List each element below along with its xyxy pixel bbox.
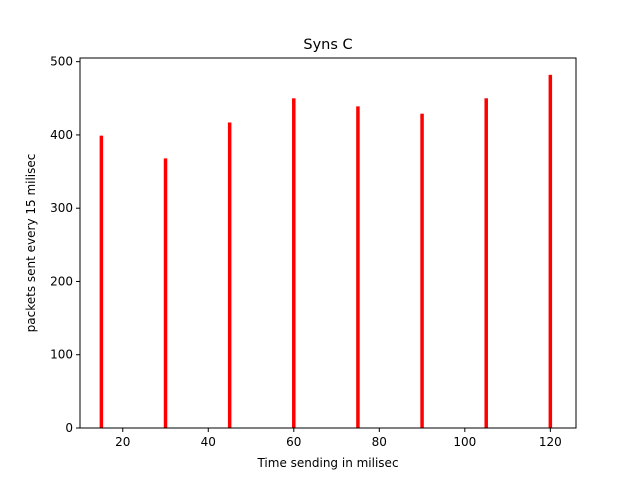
bar-75 [356,106,360,429]
x-tick-label: 100 [453,435,476,449]
bar-120 [548,74,553,428]
x-tick-label: 80 [372,435,387,449]
bar-45 [227,122,232,428]
plot-frame [79,57,577,429]
y-tick-label: 0 [65,421,73,435]
x-tick-label: 40 [201,435,216,449]
y-tick-label: 300 [50,201,73,215]
x-axis-ticks: 20 40 60 80 100 120 [115,428,562,449]
y-tick-label: 400 [50,128,73,142]
bar-105 [484,98,488,429]
y-tick-label: 500 [50,55,73,69]
x-tick-label: 120 [539,435,562,449]
chart-title: Syns C [303,37,352,53]
bar-60 [292,98,296,429]
x-tick-label: 60 [286,435,301,449]
bar-90 [420,113,424,429]
x-axis-label: Time sending in milisec [256,456,398,470]
y-tick-label: 200 [50,274,73,288]
y-axis-ticks: 0 100 200 300 400 500 [50,55,80,435]
x-tick-label: 20 [115,435,130,449]
bar-15 [99,135,104,428]
bars [99,74,553,429]
y-tick-label: 100 [50,348,73,362]
bar-30 [163,158,168,428]
y-axis-label: packets sent every 15 milisec [24,154,38,333]
